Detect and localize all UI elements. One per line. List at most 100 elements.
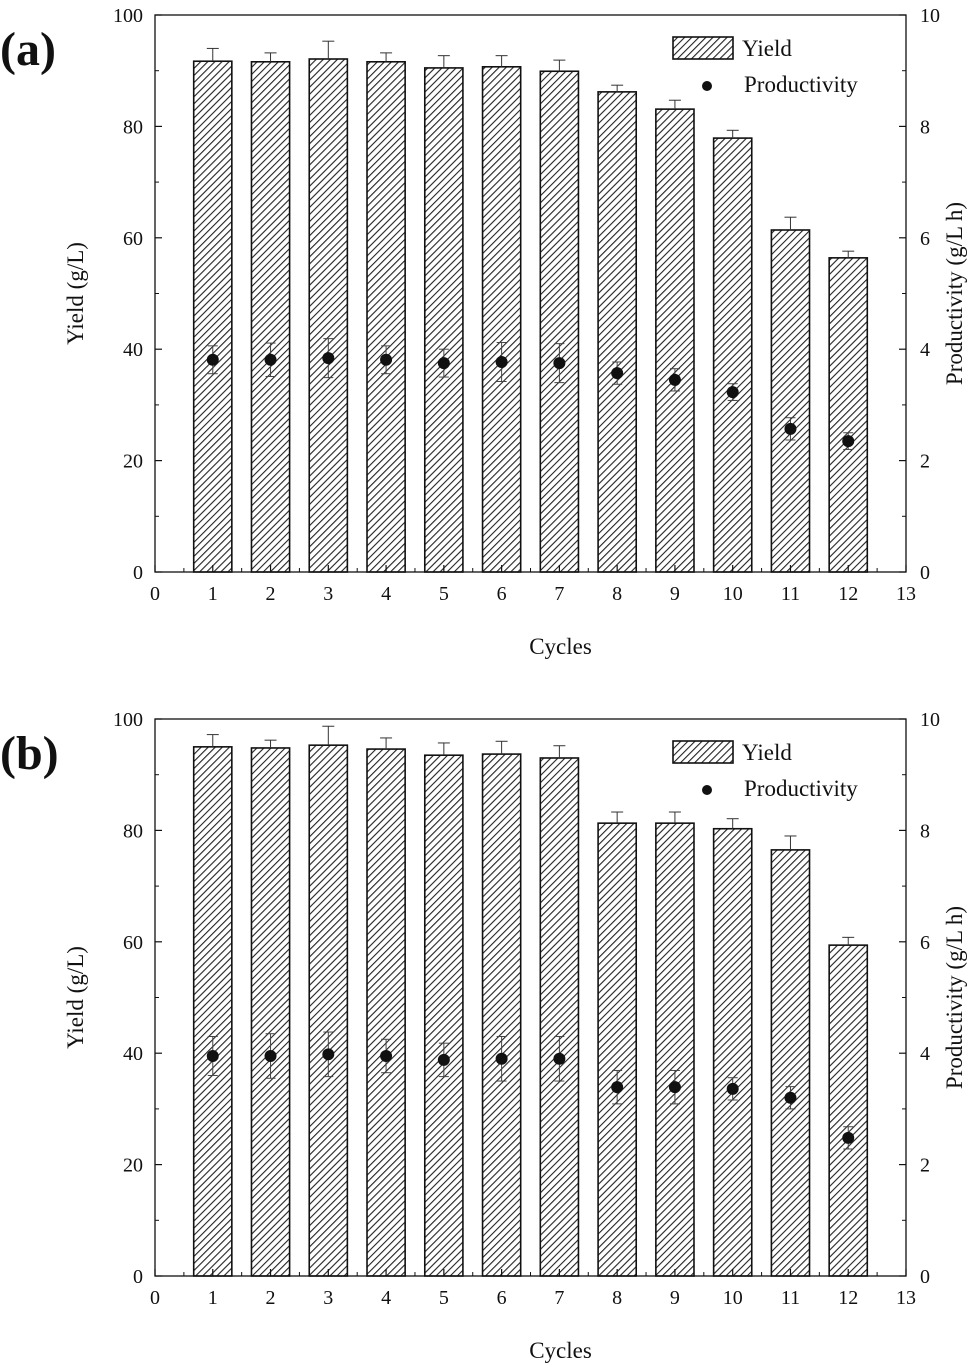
bar-yield [770,849,811,1277]
point-productivity [784,1091,797,1104]
y2-tick-label: 10 [920,5,940,27]
point-productivity [611,367,624,380]
y2-tick-label: 10 [920,709,940,731]
legend-marker-productivity [702,785,712,795]
x-tick-label: 13 [896,583,916,605]
panel-label: (a) [0,23,56,76]
y-tick-label: 40 [123,339,143,361]
x-tick-label: 1 [208,1287,218,1309]
bar-yield [192,746,233,1277]
x-tick-label: 7 [554,583,564,605]
y2-tick-label: 4 [920,1043,930,1065]
x-tick-label: 9 [670,1287,680,1309]
bar-yield [366,748,406,1277]
x-tick-label: 0 [150,1287,160,1309]
bar-yield [712,137,753,573]
point-productivity [437,1053,450,1066]
x-tick-label: 2 [266,583,276,605]
y-axis-label: Yield (g/L) [63,946,88,1049]
legend-marker-productivity [702,81,712,91]
panel-b: 0 1 2 3 4 5 6 7 8 9 10 11 12 130204060801000246810Cyc… [0,709,967,1363]
bar-yield [655,108,695,573]
y-tick-label: 80 [123,116,143,138]
y2-tick-label: 2 [920,1155,930,1177]
point-productivity [784,422,797,435]
point-productivity [380,353,393,366]
x-tick-label: 3 [323,1287,333,1309]
y2-tick-label: 0 [920,562,930,584]
point-productivity [842,1131,855,1144]
x-tick-label: 4 [381,1287,391,1309]
bar-yield [539,757,580,1277]
bar-yield [250,747,291,1277]
y2-tick-label: 6 [920,228,930,250]
x-tick-label: 9 [670,583,680,605]
x-tick-label: 11 [781,1287,800,1309]
y2-axis-label: Productivity (g/L h) [942,906,967,1089]
legend: Yield Productivity [672,740,858,801]
bar-yield [250,60,291,573]
y-tick-label: 40 [123,1043,143,1065]
point-productivity [495,1052,508,1065]
point-productivity [322,1048,335,1061]
point-productivity [322,352,335,365]
bar-yield [308,744,349,1277]
bar-yield [828,257,869,573]
point-productivity [726,386,739,399]
x-tick-label: 11 [781,583,800,605]
x-tick-label: 10 [723,583,743,605]
x-tick-label: 12 [838,583,858,605]
point-productivity [668,1081,681,1094]
legend: Yield Productivity [672,36,858,97]
bar-yield [828,944,869,1277]
bar-yield [481,66,522,573]
point-productivity [726,1082,739,1095]
y-tick-label: 100 [113,5,143,27]
y-tick-label: 0 [133,1266,143,1288]
y2-tick-label: 8 [920,116,930,138]
legend-label-yield: Yield [742,36,792,61]
bar-yield [655,822,695,1277]
x-tick-label: 5 [439,583,449,605]
y-tick-label: 100 [113,709,143,731]
x-tick-label: 5 [439,1287,449,1309]
bar-yield [539,70,580,573]
panel-label: (b) [0,727,59,780]
point-productivity [495,356,508,369]
x-tick-label: 1 [208,583,218,605]
bar-yield [308,58,349,573]
x-tick-label: 8 [612,1287,622,1309]
legend-label-productivity: Productivity [744,776,858,801]
y2-tick-label: 2 [920,451,930,473]
y-tick-label: 60 [123,228,143,250]
point-productivity [437,357,450,370]
point-productivity [206,353,219,366]
x-tick-label: 10 [723,1287,743,1309]
point-productivity [553,357,566,370]
point-productivity [668,373,681,386]
panel-a: 0 1 2 3 4 5 6 7 8 9 10 11 12 130204060801000246810Cyc… [0,5,967,659]
bar-yield [192,60,233,573]
bar-yield [597,822,638,1277]
y2-tick-label: 8 [920,820,930,842]
bar-yield [423,67,464,573]
x-tick-label: 12 [838,1287,858,1309]
y2-tick-label: 0 [920,1266,930,1288]
x-tick-label: 0 [150,583,160,605]
bar-yield [366,60,406,573]
y-tick-label: 60 [123,932,143,954]
legend-label-yield: Yield [742,740,792,765]
bar-yield [770,229,811,573]
x-tick-label: 8 [612,583,622,605]
y2-tick-label: 6 [920,932,930,954]
point-productivity [380,1049,393,1062]
x-tick-label: 2 [266,1287,276,1309]
x-axis-label: Cycles [529,1338,592,1363]
x-axis-label: Cycles [529,634,592,659]
x-tick-label: 4 [381,583,391,605]
x-tick-label: 6 [497,1287,507,1309]
point-productivity [842,435,855,448]
x-tick-label: 6 [497,583,507,605]
point-productivity [206,1049,219,1062]
bar-yield [423,754,464,1277]
